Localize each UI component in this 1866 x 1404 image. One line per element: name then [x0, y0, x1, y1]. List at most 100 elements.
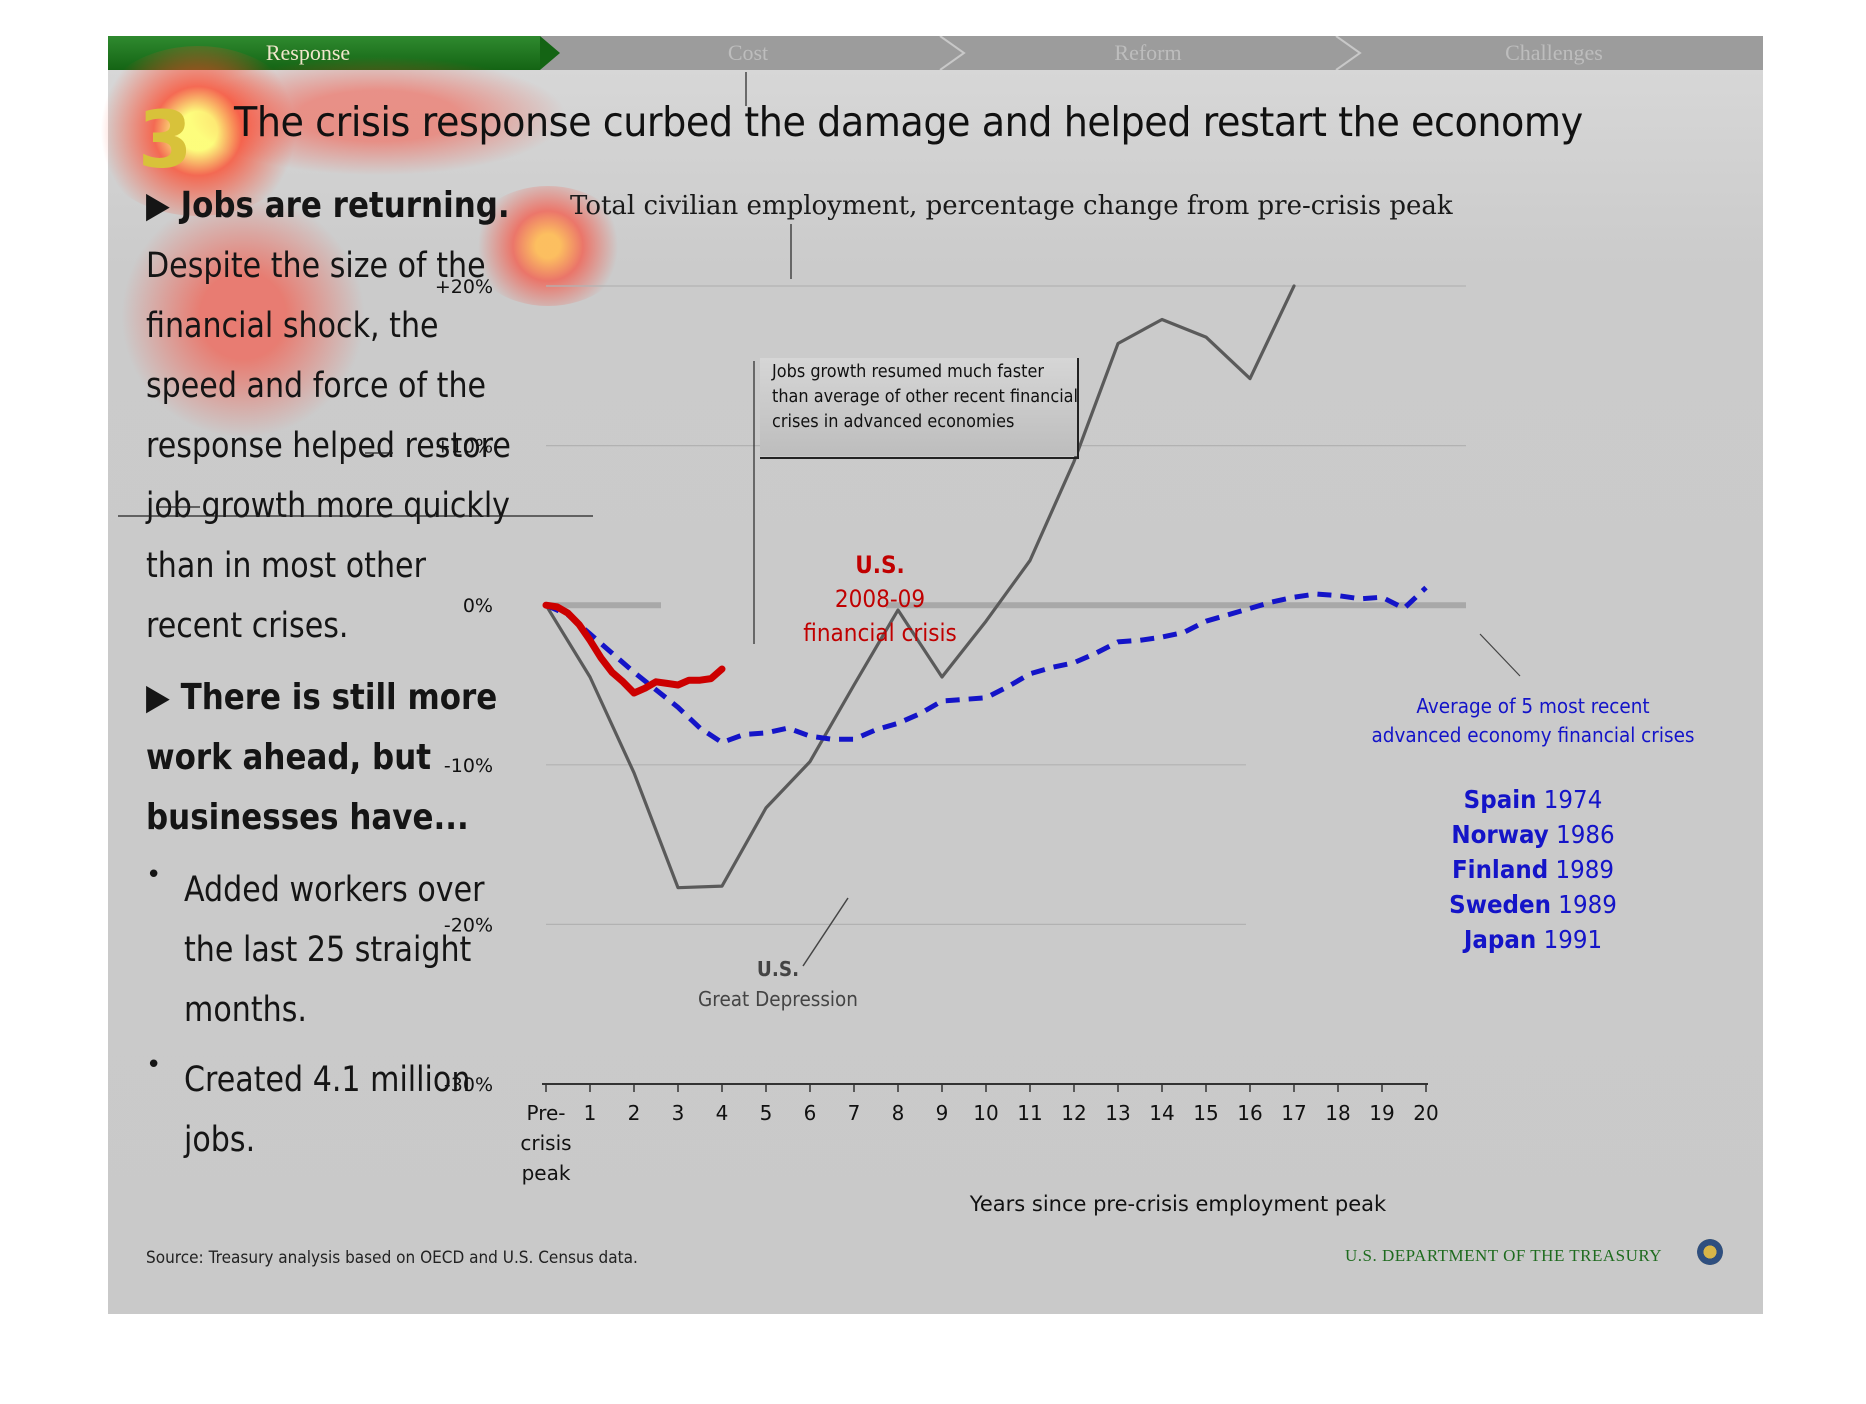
x-tick-label: 15: [1193, 1101, 1218, 1125]
y-tick-label: 0%: [463, 595, 493, 617]
y-tick-label: +10%: [435, 436, 493, 458]
average-label-line: Average of 5 most recent: [1416, 694, 1650, 718]
x-tick-label: 9: [936, 1101, 949, 1125]
us-crisis-line: financial crisis: [803, 619, 957, 647]
employment-chart: Total civilian employment, percentage ch…: [435, 191, 1521, 1216]
x-tick-label: 16: [1237, 1101, 1262, 1125]
average-label-line: advanced economy financial crises: [1371, 723, 1695, 747]
country-year: 1974: [1536, 785, 1603, 814]
heading-jobs-returning: ▶ Jobs are returning.: [146, 185, 510, 226]
country-name: Norway: [1451, 820, 1549, 849]
country-name: Spain: [1463, 785, 1537, 814]
y-tick-label: -30%: [444, 1074, 493, 1096]
x-tick-label: 5: [760, 1101, 773, 1125]
left-column: ▶ Jobs are returning. Despite the size o…: [146, 176, 536, 1170]
x-tick-label: crisis: [520, 1131, 571, 1155]
x-tick-label: 7: [848, 1101, 861, 1125]
country-year: 1989: [1550, 890, 1617, 919]
chart-series: [542, 284, 1428, 890]
chart-grid: [546, 285, 1466, 926]
body-line: financial shock, the: [146, 306, 439, 346]
x-tick-label: 12: [1061, 1101, 1086, 1125]
body-line: recent crises.: [146, 606, 349, 646]
country-item: Spain 1974: [1381, 782, 1685, 817]
source-note: Source: Treasury analysis based on OECD …: [146, 1248, 638, 1268]
tab-cost[interactable]: Cost: [727, 40, 769, 65]
slide: Response Cost Reform Challenges 3 The cr…: [88, 36, 1763, 1314]
country-item: Norway 1986: [1381, 817, 1685, 852]
heading-more-work: ▶ There is still more: [146, 677, 498, 718]
body-line: than in most other: [146, 546, 426, 586]
callout-line: than average of other recent financial: [772, 387, 1079, 407]
body-line: job growth more quickly: [146, 486, 510, 526]
bullet-line: Created 4.1 million: [184, 1060, 471, 1100]
heading-more-work: businesses have...: [146, 797, 469, 838]
callout-box: [760, 358, 1077, 456]
slide-number: 3: [138, 96, 193, 186]
bullet-item: Added workers over the last 25 straight …: [146, 860, 536, 1040]
average-label: Average of 5 most recent advanced econom…: [1354, 692, 1713, 750]
bullet-line: the last 25 straight: [184, 930, 472, 970]
tab-challenges[interactable]: Challenges: [1505, 40, 1603, 65]
country-item: Japan 1991: [1381, 922, 1685, 957]
tab-reform[interactable]: Reform: [1114, 40, 1182, 65]
treasury-seal-icon: [1697, 1239, 1723, 1265]
country-year: 1991: [1536, 925, 1603, 954]
country-name: Japan: [1463, 925, 1537, 954]
x-tick-label: 4: [716, 1101, 729, 1125]
x-tick-label: 6: [804, 1101, 817, 1125]
y-tick-label: -20%: [444, 914, 493, 936]
x-tick-label: 13: [1105, 1101, 1130, 1125]
y-tick-label: -10%: [444, 755, 493, 777]
depression-leader-line: [802, 897, 849, 967]
country-item: Sweden 1989: [1381, 887, 1685, 922]
callout-box-shadow: [760, 358, 1079, 459]
average-leader-line: [1479, 633, 1521, 677]
chart-title: Total civilian employment, percentage ch…: [570, 191, 1453, 221]
country-list: Spain 1974 Norway 1986 Finland 1989 Sweden …: [1381, 782, 1685, 957]
x-tick-label: 20: [1413, 1101, 1438, 1125]
x-tick-label: 10: [973, 1101, 998, 1125]
x-tick-label: 11: [1017, 1101, 1042, 1125]
x-tick-label: 18: [1325, 1101, 1350, 1125]
x-tick-label: 1: [584, 1101, 597, 1125]
us-crisis-line: 2008-09: [834, 585, 926, 613]
country-item: Finland 1989: [1381, 852, 1685, 887]
callout-text: Jobs growth resumed much faster than ave…: [772, 360, 1078, 435]
x-tick-label: Pre-: [526, 1101, 565, 1125]
series-line-average-of-5-most-recent-advanced-economy-financial-crises: [545, 585, 1428, 745]
x-tick-label: peak: [522, 1161, 571, 1185]
x-tick-label: 14: [1149, 1101, 1174, 1125]
x-tick-label: 2: [628, 1101, 641, 1125]
callout-line: Jobs growth resumed much faster: [772, 362, 1044, 382]
y-axis-ticks: +20% +10% 0% -10% -20% -30%: [435, 276, 493, 1096]
us-2008-label: U.S. 2008-09 financial crisis: [781, 548, 979, 650]
nav-arrows: [540, 36, 1362, 70]
us-label: U.S.: [855, 551, 905, 579]
depression-series-label: Great Depression: [698, 987, 858, 1011]
country-year: 1989: [1548, 855, 1615, 884]
bullet-line: jobs.: [184, 1120, 256, 1160]
body-text: Despite the size of the financial shock,…: [146, 236, 536, 656]
x-tick-label: 17: [1281, 1101, 1306, 1125]
depression-us-label: U.S.: [756, 957, 800, 981]
callout-line: crises in advanced economies: [772, 412, 1015, 432]
bullet-line: months.: [184, 990, 307, 1030]
slide-title: The crisis response curbed the damage an…: [234, 98, 1583, 146]
x-tick-label: 19: [1369, 1101, 1394, 1125]
country-name: Finland: [1451, 855, 1549, 884]
series-line-u-s-great-depression: [544, 284, 1296, 890]
series-line-u-s-2008-09-financial-crisis: [542, 601, 726, 697]
depression-label: U.S. Great Depression: [677, 954, 879, 1014]
body-line: Despite the size of the: [146, 246, 486, 286]
nav-bar: Response Cost Reform Challenges: [108, 36, 1763, 70]
heading-more-work: work ahead, but: [146, 737, 432, 778]
bullet-line: Added workers over: [184, 870, 485, 910]
x-tick-label: 8: [892, 1101, 905, 1125]
x-tick-label: 3: [672, 1101, 685, 1125]
country-name: Sweden: [1449, 890, 1551, 919]
country-year: 1986: [1548, 820, 1615, 849]
body-line: speed and force of the: [146, 366, 487, 406]
y-tick-label: +20%: [435, 276, 493, 298]
